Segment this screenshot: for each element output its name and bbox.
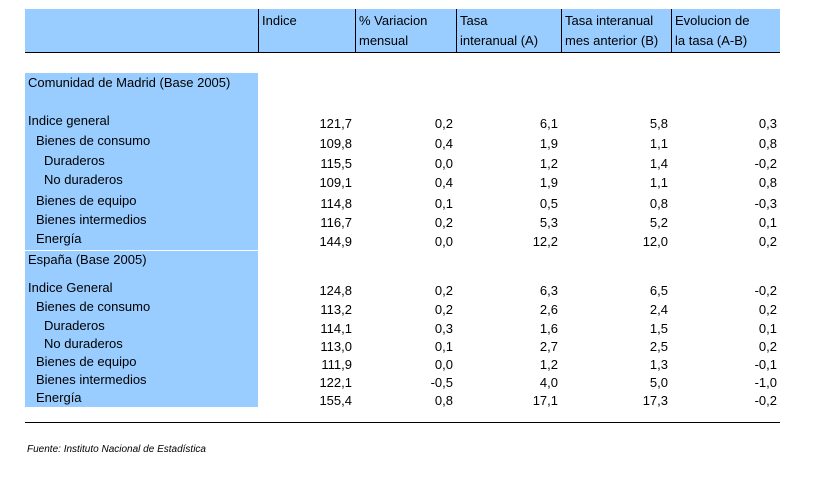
cell-value: 0,1	[434, 339, 453, 354]
cell-value: 116,7	[320, 215, 352, 230]
cell-value: 5,2	[649, 215, 668, 230]
row-label: Bienes de consumo	[36, 133, 151, 148]
cell-value: 1,6	[539, 321, 558, 336]
cell-value: 0,3	[434, 321, 453, 336]
cell-value: 122,1	[319, 375, 352, 390]
cell-value: 12,0	[642, 234, 668, 249]
cell-value: 0,1	[758, 321, 777, 336]
cell-value: 0,8	[649, 196, 668, 211]
cell-value: 0,8	[434, 393, 453, 408]
cell-value: 1,3	[649, 357, 668, 372]
cell-value: -0,3	[754, 196, 777, 211]
source-note: Fuente: Instituto Nacional de Estadístic…	[27, 444, 206, 455]
section-title: Comunidad de Madrid (Base 2005)	[28, 75, 231, 90]
cell-value: 1,4	[649, 156, 668, 171]
cell-value: 0,4	[434, 136, 453, 151]
cell-value: 121,7	[319, 116, 352, 131]
label-column-espana	[25, 251, 258, 407]
cell-value: 2,4	[649, 302, 668, 317]
cell-value: 6,1	[539, 116, 558, 131]
row-label: No duraderos	[44, 172, 123, 187]
label-column-madrid	[25, 73, 258, 250]
cell-value: 124,8	[319, 283, 352, 298]
cell-value: 5,3	[539, 215, 558, 230]
row-label: No duraderos	[44, 336, 123, 351]
bottom-rule	[25, 422, 780, 423]
cell-value: 0,1	[434, 196, 453, 211]
cell-value: 1,9	[539, 175, 558, 190]
column-header-4: Tasa interanual mes anterior (B)	[561, 9, 671, 53]
cell-value: 0,4	[434, 175, 453, 190]
row-label: Bienes de consumo	[36, 299, 151, 314]
cell-value: 0,1	[758, 215, 777, 230]
cell-value: 0,8	[758, 136, 777, 151]
row-label: Energía	[36, 231, 82, 246]
cell-value: 114,8	[320, 196, 352, 211]
cell-value: 5,8	[649, 116, 668, 131]
cell-value: 0,2	[434, 116, 453, 131]
cell-value: 114,1	[320, 321, 352, 336]
row-label: Duraderos	[44, 153, 105, 168]
column-header-3: Tasa interanual (A)	[456, 9, 561, 53]
cell-value: -0,5	[430, 375, 453, 390]
cell-value: 144,9	[319, 234, 352, 249]
cell-value: 113,0	[320, 339, 352, 354]
row-label: Energía	[36, 390, 82, 405]
section-title: España (Base 2005)	[28, 252, 147, 267]
cell-value: 115,5	[320, 156, 352, 171]
cell-value: 1,9	[539, 136, 558, 151]
cell-value: 17,3	[642, 393, 668, 408]
cell-value: 0,2	[758, 339, 777, 354]
column-header-5: Evolucion de la tasa (A-B)	[671, 9, 780, 53]
cell-value: 2,7	[539, 339, 558, 354]
cell-value: 0,2	[758, 234, 777, 249]
cell-value: 109,8	[319, 136, 352, 151]
row-label: Bienes intermedios	[36, 372, 147, 387]
cell-value: 0,2	[434, 215, 453, 230]
cell-value: 0,0	[434, 156, 453, 171]
row-label: Bienes de equipo	[36, 193, 137, 208]
cell-value: -0,1	[754, 357, 777, 372]
column-header-2: % Variacion mensual	[355, 9, 456, 53]
cell-value: 6,5	[649, 283, 668, 298]
cell-value: 0,2	[758, 302, 777, 317]
cell-value: 109,1	[319, 175, 352, 190]
cell-value: 0,8	[758, 175, 777, 190]
cell-value: 2,6	[539, 302, 558, 317]
cell-value: 0,0	[434, 234, 453, 249]
row-label: Bienes de equipo	[36, 354, 137, 369]
column-header-1: Indice	[258, 9, 355, 53]
cell-value: 6,3	[539, 283, 558, 298]
cell-value: -0,2	[754, 283, 777, 298]
cell-value: 5,0	[649, 375, 668, 390]
cell-value: 0,3	[758, 116, 777, 131]
cell-value: 1,1	[649, 136, 668, 151]
cell-value: 1,2	[539, 156, 558, 171]
row-label: Duraderos	[44, 318, 105, 333]
cell-value: 0,5	[539, 196, 558, 211]
cell-value: 17,1	[532, 393, 558, 408]
cell-value: 4,0	[539, 375, 558, 390]
cell-value: 155,4	[319, 393, 352, 408]
cell-value: 0,0	[434, 357, 453, 372]
cell-value: -0,2	[754, 156, 777, 171]
cell-value: 0,2	[434, 302, 453, 317]
table-header: Indice% Variacion mensual Tasa interanual…	[25, 9, 780, 53]
cell-value: 12,2	[532, 234, 558, 249]
row-label: Indice General	[28, 280, 113, 295]
row-label: Indice general	[28, 113, 110, 128]
cell-value: 111,9	[321, 357, 352, 372]
cell-value: 113,2	[320, 302, 352, 317]
cell-value: 0,2	[434, 283, 453, 298]
cell-value: 1,5	[649, 321, 668, 336]
cell-value: 1,1	[649, 175, 668, 190]
cell-value: -1,0	[754, 375, 777, 390]
cell-value: 2,5	[649, 339, 668, 354]
cell-value: 1,2	[539, 357, 558, 372]
cell-value: -0,2	[754, 393, 777, 408]
row-label: Bienes intermedios	[36, 212, 147, 227]
